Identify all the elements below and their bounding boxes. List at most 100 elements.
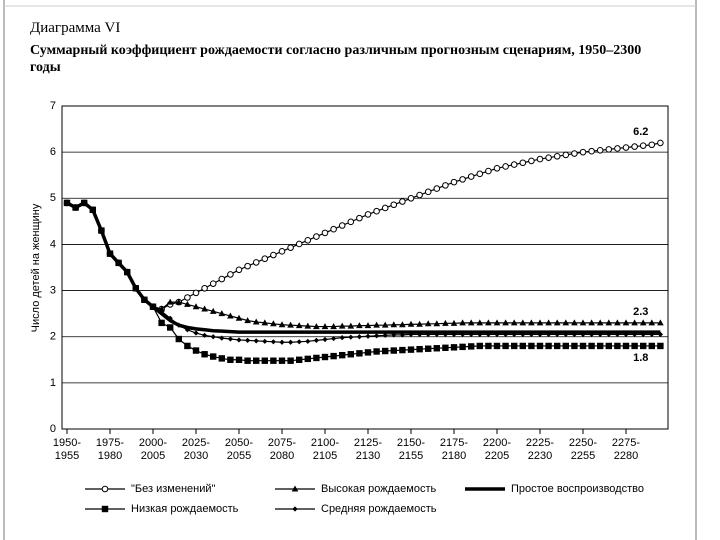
point xyxy=(425,345,432,352)
legend-label: Высокая рождаемость xyxy=(321,483,437,495)
point xyxy=(201,351,208,358)
point xyxy=(201,284,208,292)
end-label: 6.2 xyxy=(633,126,648,138)
point xyxy=(442,344,449,351)
point xyxy=(605,319,613,326)
point xyxy=(313,233,320,240)
point xyxy=(321,229,329,237)
point xyxy=(528,331,534,338)
point xyxy=(476,170,484,178)
point xyxy=(305,338,311,344)
point xyxy=(424,320,432,327)
point xyxy=(278,357,286,364)
point xyxy=(295,322,303,329)
point xyxy=(588,342,595,350)
point xyxy=(493,319,501,326)
point xyxy=(382,347,389,355)
x-tick-label: 2250-2255 xyxy=(568,437,598,462)
point xyxy=(596,319,604,326)
x-tick-label: 2100-2105 xyxy=(310,437,340,462)
point xyxy=(227,312,234,319)
point xyxy=(519,319,527,326)
point xyxy=(184,300,191,307)
point xyxy=(502,342,509,350)
point xyxy=(657,342,664,350)
point xyxy=(407,320,415,327)
point xyxy=(485,342,492,350)
y-tick-label: 0 xyxy=(50,423,56,435)
y-tick-label: 6 xyxy=(50,146,56,158)
point xyxy=(536,319,544,326)
legend-label: "Без изменений" xyxy=(131,483,216,495)
point xyxy=(210,334,216,340)
point xyxy=(356,214,363,222)
point xyxy=(133,285,139,291)
point xyxy=(399,346,406,354)
point xyxy=(192,303,200,310)
point xyxy=(116,260,122,266)
point xyxy=(606,331,612,338)
point xyxy=(296,339,302,345)
point xyxy=(433,185,441,192)
point xyxy=(347,218,355,226)
point xyxy=(494,331,500,338)
point xyxy=(476,342,483,350)
point xyxy=(107,251,113,257)
y-tick-label: 5 xyxy=(50,192,56,204)
point xyxy=(485,331,491,338)
point xyxy=(356,350,363,357)
point xyxy=(244,317,251,324)
point xyxy=(253,357,260,364)
point xyxy=(528,342,535,350)
point xyxy=(261,319,269,326)
point xyxy=(493,164,501,172)
x-tick-label: 2200-2205 xyxy=(482,437,512,462)
chart-title: Диаграмма VI xyxy=(30,20,121,36)
point xyxy=(571,342,578,350)
point xyxy=(90,207,96,213)
point xyxy=(622,319,630,326)
point xyxy=(553,319,561,326)
point xyxy=(545,342,552,350)
point xyxy=(476,319,484,326)
point xyxy=(416,345,423,353)
point xyxy=(450,319,458,326)
point xyxy=(348,334,354,340)
point xyxy=(313,323,320,330)
point xyxy=(219,335,225,341)
point xyxy=(175,298,183,305)
point xyxy=(192,347,200,354)
point xyxy=(304,236,312,244)
series-line xyxy=(66,202,661,362)
point xyxy=(459,176,466,183)
point xyxy=(304,322,312,329)
y-tick-label: 2 xyxy=(50,331,56,343)
point xyxy=(201,305,208,312)
point xyxy=(417,331,423,338)
point xyxy=(347,351,354,358)
point xyxy=(442,319,449,326)
point xyxy=(331,335,337,342)
series-line xyxy=(66,142,661,310)
point xyxy=(467,319,475,326)
y-tick-label: 3 xyxy=(50,284,56,296)
series-line xyxy=(66,202,661,328)
point xyxy=(545,154,552,161)
point xyxy=(364,322,372,329)
point xyxy=(381,204,389,212)
point xyxy=(511,331,517,338)
point xyxy=(571,150,578,157)
point xyxy=(399,332,405,338)
point xyxy=(468,343,475,350)
point xyxy=(253,338,259,344)
point xyxy=(536,342,544,350)
point xyxy=(562,319,570,326)
point xyxy=(321,323,329,330)
y-axis-label: Число детей на женщину xyxy=(30,203,42,332)
point xyxy=(192,289,200,297)
point xyxy=(597,331,603,338)
point xyxy=(278,248,286,255)
point xyxy=(408,331,414,338)
point xyxy=(528,319,535,326)
point xyxy=(657,319,664,326)
